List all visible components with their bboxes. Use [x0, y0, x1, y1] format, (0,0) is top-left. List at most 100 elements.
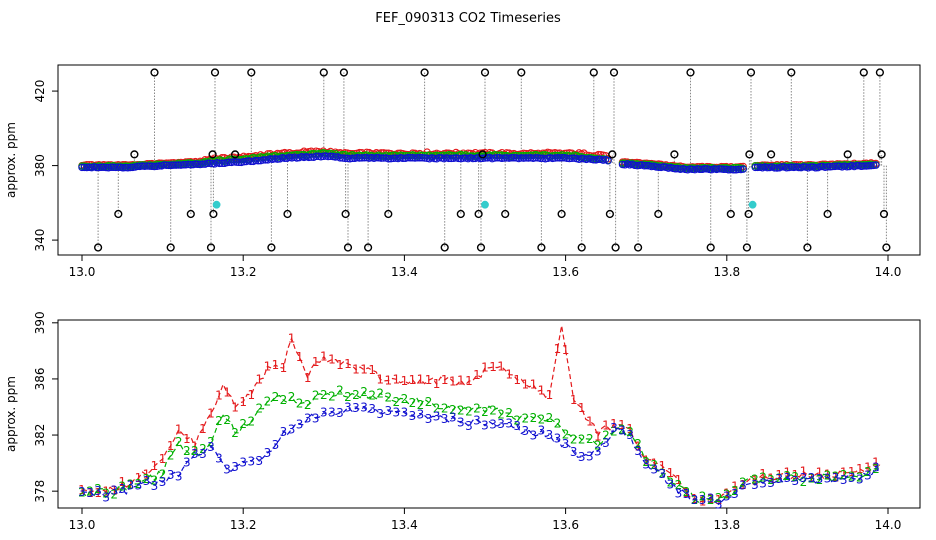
bottom-series-1-marker: 1 [207, 406, 215, 420]
top-series-point [773, 164, 781, 172]
bottom-series-2-marker: 2 [191, 444, 199, 458]
top-series-point [348, 154, 357, 163]
top-y-tick-label: 340 [33, 229, 47, 252]
bottom-series-3-marker: 3 [255, 454, 263, 468]
top-series-point [145, 162, 154, 170]
top-series-point [119, 164, 127, 172]
bottom-series-1-marker: 1 [191, 440, 199, 454]
bottom-series-2-marker: 2 [872, 462, 880, 476]
bottom-series-1-marker: 1 [175, 423, 183, 437]
bottom-series-1-marker: 1 [497, 359, 505, 373]
bottom-series-1-marker: 1 [667, 466, 675, 480]
bottom-series-1-marker: 1 [767, 472, 775, 486]
top-series-point [140, 162, 149, 170]
top-series-point [778, 163, 786, 171]
top-series-point [517, 154, 525, 162]
top-series-point [782, 163, 791, 172]
bottom-series-2-marker: 2 [832, 469, 840, 483]
bottom-series-1-marker: 1 [360, 363, 368, 377]
bottom-series-1-marker: 1 [783, 466, 791, 480]
top-outlier-point [611, 243, 620, 252]
bottom-series-2-marker: 2 [433, 402, 441, 416]
bottom-series-3-marker: 3 [231, 460, 239, 474]
top-series-point [720, 165, 728, 174]
bottom-series-2-marker: 2 [618, 423, 626, 437]
top-series-point [305, 153, 313, 162]
top-series-point [522, 149, 530, 158]
bottom-series-2-marker: 2 [384, 390, 392, 404]
top-series-point [206, 159, 214, 168]
bottom-series-3-marker: 3 [832, 471, 840, 485]
bottom-series-1-marker: 1 [650, 456, 658, 470]
bottom-series-3-marker: 3 [135, 478, 143, 492]
bottom-series-3-marker: 3 [143, 474, 151, 488]
bottom-series-1-marker: 1 [521, 378, 529, 392]
bottom-series-2-marker: 2 [360, 385, 368, 399]
bottom-series-2-marker: 2 [642, 455, 650, 469]
top-series-point [312, 152, 320, 161]
top-y-tick-label: 380 [33, 154, 47, 177]
top-x-tick-label: 13.8 [713, 265, 740, 279]
bottom-series-2-marker: 2 [707, 493, 715, 507]
bottom-series-2-marker: 2 [368, 389, 376, 403]
bottom-series-1-marker: 1 [739, 478, 747, 492]
bottom-series-1-marker: 1 [642, 453, 650, 467]
bottom-series-3-marker: 3 [658, 467, 666, 481]
top-series-point [647, 162, 656, 171]
top-series-point [218, 159, 226, 168]
top-series-point [198, 160, 207, 168]
bottom-series-1-marker: 1 [699, 494, 707, 508]
bottom-series-3-marker: 3 [207, 440, 215, 454]
bottom-series-1-marker: 1 [751, 473, 759, 487]
top-series-point [833, 162, 842, 170]
bottom-y-axis-label: approx. ppm [4, 376, 18, 452]
bottom-series-3-marker: 3 [199, 447, 207, 461]
top-series-point [406, 154, 414, 162]
top-series-point [681, 165, 690, 174]
bottom-series-1-marker: 1 [602, 418, 610, 432]
bottom-series-1-marker: 1 [368, 363, 376, 377]
top-series-point [177, 161, 185, 169]
bottom-series-1-marker: 1 [288, 331, 296, 345]
top-series-point [522, 151, 530, 160]
top-series-point [266, 155, 274, 163]
bottom-series-3-marker: 3 [78, 485, 86, 499]
top-outlier-point [343, 243, 353, 252]
top-series-point [408, 154, 417, 162]
bottom-series-3-marker: 3 [127, 479, 135, 493]
top-series-point [172, 161, 180, 169]
bottom-series-2-marker: 2 [808, 471, 816, 485]
top-outlier-point [364, 243, 373, 252]
bottom-series-2-marker: 2 [376, 386, 384, 400]
bottom-series-3-marker: 3 [336, 406, 344, 420]
top-outlier-point [480, 68, 490, 77]
top-series-point [416, 154, 424, 162]
bottom-series-3-marker: 3 [767, 476, 775, 490]
bottom-series-1-marker: 1 [691, 492, 699, 506]
top-outlier-point [384, 209, 393, 219]
top-outlier-point [609, 68, 619, 77]
bottom-series-2-marker: 2 [272, 390, 280, 404]
top-outlier-point [882, 243, 891, 252]
bottom-series-3-marker: 3 [783, 471, 791, 485]
bottom-series-1-marker: 1 [296, 350, 304, 364]
top-series-point [816, 162, 825, 171]
top-series-point [857, 162, 866, 171]
bottom-series-2-marker: 2 [791, 470, 799, 484]
bottom-series-2-marker: 2 [86, 484, 94, 498]
bottom-series-1-marker: 1 [215, 389, 223, 403]
bottom-series-3-marker: 3 [239, 456, 247, 470]
top-outlier-point [537, 243, 546, 252]
bottom-series-2-marker: 2 [312, 388, 320, 402]
bottom-series-3-marker: 3 [586, 449, 594, 463]
bottom-series-2-marker: 2 [848, 469, 856, 483]
bottom-series-2-marker: 2 [255, 402, 263, 416]
top-series-point [717, 165, 726, 173]
bottom-series-2-marker: 2 [320, 388, 328, 402]
top-outlier-point [766, 150, 776, 159]
bottom-x-tick-label: 13.8 [713, 518, 740, 532]
bottom-series-3-marker: 3 [751, 478, 759, 492]
bottom-series-2-marker: 2 [151, 474, 159, 488]
top-series-point [358, 154, 366, 162]
top-series-point [445, 154, 453, 163]
